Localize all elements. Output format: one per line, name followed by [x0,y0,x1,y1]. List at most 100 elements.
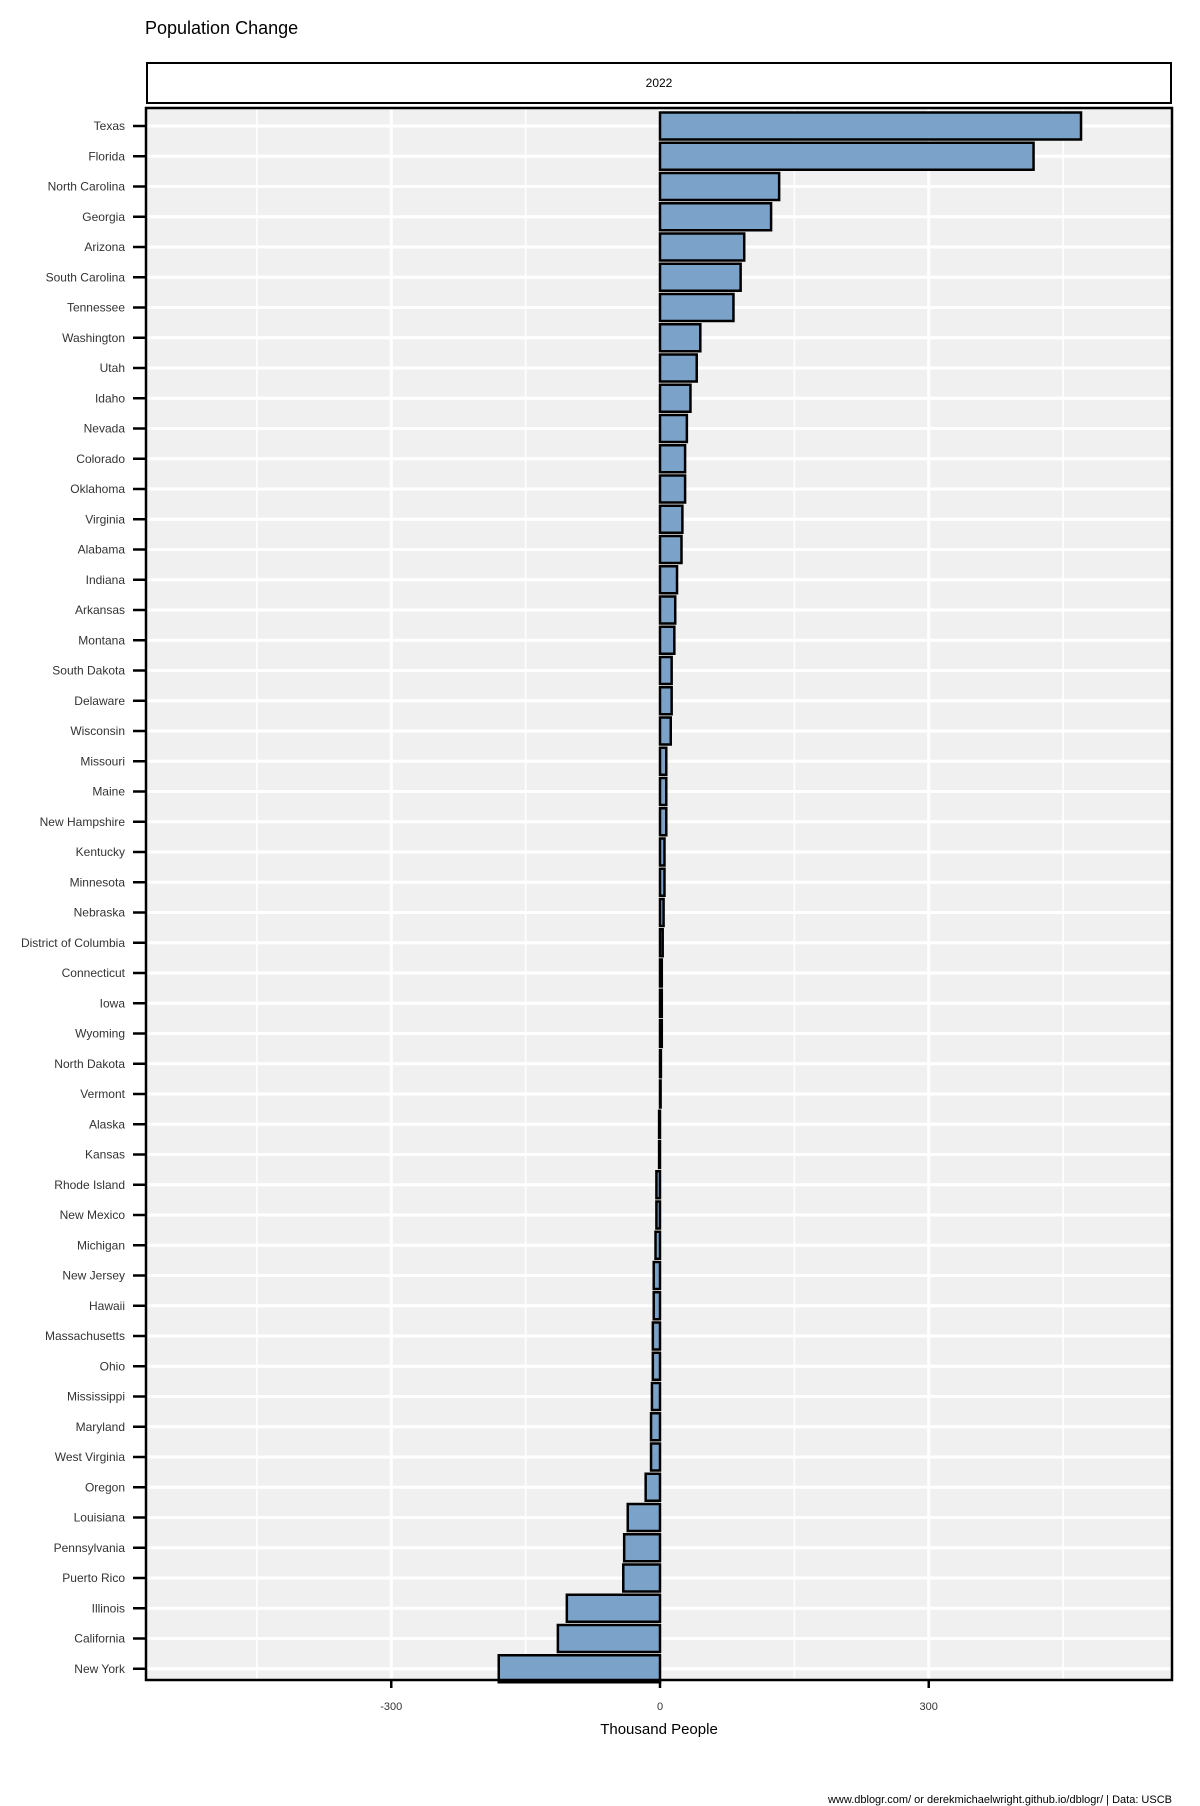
y-tick-label: Massachusetts [45,1329,125,1343]
y-tick-label: Iowa [100,996,126,1010]
bar-iowa [658,988,664,1018]
bar-maryland [649,1412,662,1442]
bar-california [556,1623,662,1654]
y-tick-label: Mississippi [67,1390,125,1404]
y-tick-label: North Carolina [48,180,126,194]
y-tick-label: New York [74,1662,126,1676]
y-tick-label: Tennessee [67,301,125,315]
bar-tennessee [658,292,735,323]
y-tick-label: Wyoming [75,1027,125,1041]
y-tick-label: Washington [62,331,125,345]
y-tick-label: South Carolina [46,270,126,284]
y-tick-label: Georgia [82,210,125,224]
y-tick-label: Nebraska [74,906,126,920]
bar-ohio [651,1351,662,1381]
y-tick-label: Kentucky [76,845,125,859]
facet-strip: 2022 [146,62,1172,104]
y-tick-label: Delaware [74,694,125,708]
y-tick-label: Michigan [77,1238,125,1252]
x-tick-label: -300 [380,1701,402,1713]
y-tick-label: North Dakota [54,1057,125,1071]
bar-south-dakota [658,655,673,686]
y-tick-label: Ohio [100,1359,126,1373]
y-tick-label: West Virginia [55,1450,126,1464]
y-tick-label: Hawaii [89,1299,125,1313]
y-tick-label: Montana [78,633,125,647]
bar-indiana [658,565,679,595]
y-tick-label: Puerto Rico [62,1571,125,1585]
bar-nebraska [658,897,665,928]
bar-new-hampshire [658,807,668,837]
bar-new-mexico [655,1200,662,1230]
y-tick-label: New Mexico [60,1208,126,1222]
bar-delaware [658,686,673,716]
y-tick-label: Florida [88,149,125,163]
y-tick-label: Virginia [85,512,125,526]
bar-alaska [657,1109,662,1139]
bar-michigan [654,1230,662,1260]
y-tick-label: Maryland [76,1420,125,1434]
bar-vermont [658,1079,662,1109]
chart-title: Population Change [145,18,299,38]
y-tick-label: Illinois [92,1601,125,1615]
y-tick-label: Utah [100,361,125,375]
bar-minnesota [658,867,666,897]
y-tick-label: Vermont [80,1087,125,1101]
y-tick-label: New Hampshire [40,815,126,829]
y-tick-label: Texas [94,119,125,133]
y-tick-label: South Dakota [52,664,125,678]
bar-washington [658,323,702,353]
facet-label: 2022 [645,76,673,90]
y-tick-label: Indiana [86,573,126,587]
bar-puerto-rico [622,1563,662,1593]
y-tick-label: California [74,1632,125,1646]
bar-florida [658,141,1035,171]
bar-nevada [658,413,689,444]
bar-georgia [658,202,773,232]
bar-south-carolina [658,262,742,292]
y-tick-label: Alabama [78,543,126,557]
y-tick-label: Maine [92,785,125,799]
bar-alabama [658,534,683,565]
y-tick-label: New Jersey [62,1269,125,1283]
bar-utah [658,353,698,383]
bar-texas [658,111,1083,141]
y-tick-label: District of Columbia [21,936,125,950]
bar-rhode-island [655,1170,662,1200]
bar-oregon [644,1472,662,1502]
y-tick-label: Arizona [84,240,125,254]
bar-arizona [658,232,746,262]
bar-pennsylvania [622,1533,662,1563]
bar-massachusetts [651,1321,662,1351]
bar-montana [658,625,676,655]
bar-north-dakota [658,1049,663,1079]
y-tick-label: Rhode Island [54,1178,125,1192]
x-tick-label: 300 [920,1701,938,1713]
y-tick-label: Pennsylvania [54,1541,126,1555]
y-tick-label: Wisconsin [70,724,125,738]
bar-louisiana [626,1502,662,1533]
caption: www.dblogr.com/ or derekmichaelwright.gi… [827,1794,1172,1806]
bar-mississippi [650,1381,662,1412]
bar-north-carolina [658,171,781,202]
bar-oklahoma [658,474,687,504]
bar-arkansas [658,595,677,625]
bar-hawaii [652,1291,662,1321]
y-tick-label: Oklahoma [70,482,125,496]
bar-connecticut [658,958,664,988]
y-tick-label: Kansas [85,1148,125,1162]
y-tick-label: Minnesota [70,875,126,889]
bar-wyoming [658,1018,664,1049]
bar-kansas [657,1139,662,1170]
x-axis-title: Thousand People [600,1721,718,1738]
bar-district-of-columbia [658,928,664,958]
y-tick-label: Missouri [80,754,125,768]
bar-illinois [565,1593,662,1623]
y-tick-label: Louisiana [74,1511,126,1525]
y-tick-label: Colorado [76,452,125,466]
bar-west-virginia [649,1442,662,1472]
y-tick-label: Connecticut [62,966,126,980]
bar-idaho [658,383,692,413]
y-tick-label: Idaho [95,391,125,405]
